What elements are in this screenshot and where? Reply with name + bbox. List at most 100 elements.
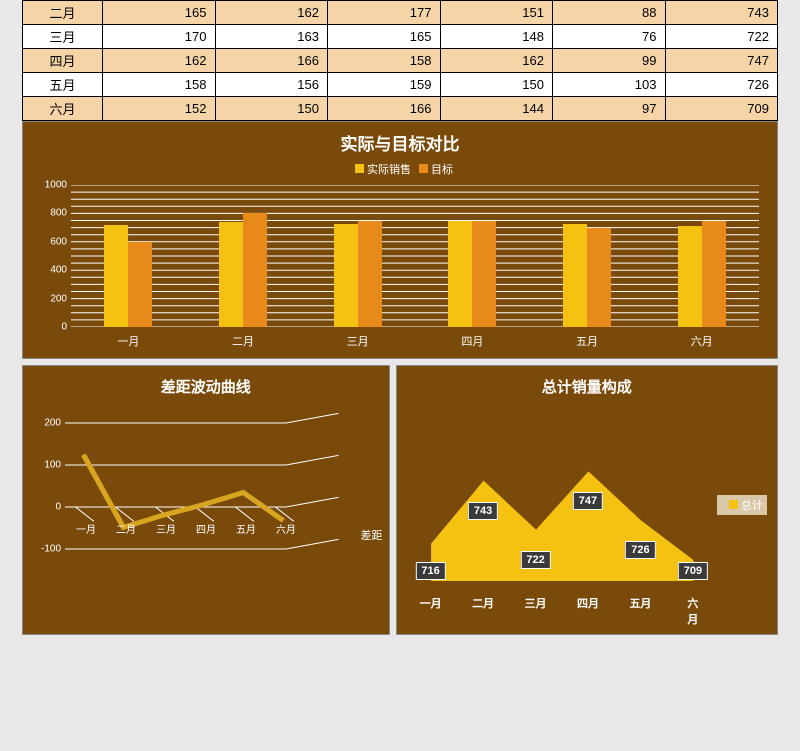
cell: 166 <box>328 97 441 121</box>
x-tick-label: 五月 <box>629 595 651 611</box>
line-svg <box>65 413 339 593</box>
bar-groups <box>71 185 759 327</box>
y-tick-label: 100 <box>44 460 65 471</box>
cell: 170 <box>103 25 216 49</box>
legend-swatch <box>419 164 428 173</box>
y-tick-label: -100 <box>41 544 65 555</box>
bar-chart-plot: 02004006008001000 <box>71 185 759 327</box>
cell: 163 <box>215 25 328 49</box>
y-tick-label: 200 <box>44 417 65 428</box>
bar-xaxis: 一月二月三月四月五月六月 <box>71 327 759 349</box>
bar-group <box>530 185 645 327</box>
area-chart: 总计销量构成 716743722747726709 一月二月三月四月五月六月 总… <box>396 365 778 635</box>
bar-chart-legend: 实际销售 目标 <box>41 161 759 177</box>
y-tick-label: 1000 <box>45 180 71 191</box>
y-tick-label: 400 <box>50 265 71 276</box>
cell: 99 <box>553 49 666 73</box>
cell: 165 <box>103 1 216 25</box>
cell: 177 <box>328 1 441 25</box>
row-label: 三月 <box>23 25 103 49</box>
x-tick-label: 五月 <box>236 521 256 536</box>
legend-label: 目标 <box>431 164 453 176</box>
x-tick-label: 四月 <box>415 333 530 349</box>
x-tick-label: 六月 <box>276 521 296 536</box>
x-tick-label: 六月 <box>644 333 759 349</box>
bar <box>448 221 472 327</box>
y-tick-label: 800 <box>50 208 71 219</box>
row-label: 四月 <box>23 49 103 73</box>
data-table: 二月16516217715188743三月17016316514876722四月… <box>22 0 778 121</box>
x-tick-label: 二月 <box>472 595 494 611</box>
cell: 97 <box>553 97 666 121</box>
cell: 162 <box>440 49 553 73</box>
table-row: 二月16516217715188743 <box>23 1 778 25</box>
x-tick-label: 三月 <box>300 333 415 349</box>
table-row: 四月16216615816299747 <box>23 49 778 73</box>
area-legend-label: 总计 <box>741 500 763 512</box>
cell: 158 <box>103 73 216 97</box>
legend-swatch <box>355 164 364 173</box>
cell: 743 <box>665 1 778 25</box>
cell: 148 <box>440 25 553 49</box>
cell: 709 <box>665 97 778 121</box>
x-tick-label: 三月 <box>525 595 547 611</box>
area-chart-title: 总计销量构成 <box>411 376 763 397</box>
area-chart-legend: 总计 <box>717 495 767 515</box>
y-tick-label: 600 <box>50 236 71 247</box>
data-label: 726 <box>625 541 655 559</box>
area-chart-plot: 716743722747726709 <box>421 409 703 589</box>
cell: 152 <box>103 97 216 121</box>
x-tick-label: 一月 <box>76 521 96 536</box>
bar-chart-title: 实际与目标对比 <box>41 130 759 155</box>
y-tick-label: 200 <box>50 293 71 304</box>
table-row: 六月15215016614497709 <box>23 97 778 121</box>
bar <box>702 221 726 328</box>
cell: 747 <box>665 49 778 73</box>
line-chart-title: 差距波动曲线 <box>37 376 375 397</box>
bar-group <box>644 185 759 327</box>
bar <box>587 228 611 327</box>
bar-group <box>71 185 186 327</box>
line-series <box>83 455 283 528</box>
row-label: 二月 <box>23 1 103 25</box>
x-tick-label: 五月 <box>530 333 645 349</box>
bar <box>128 242 152 327</box>
x-tick-label: 四月 <box>196 521 216 536</box>
cell: 151 <box>440 1 553 25</box>
line-chart-plot: -1000100200一月二月三月四月五月六月 <box>65 413 339 593</box>
cell: 726 <box>665 73 778 97</box>
cell: 158 <box>328 49 441 73</box>
cell: 144 <box>440 97 553 121</box>
x-tick-label: 六月 <box>687 595 698 627</box>
area-svg <box>421 409 703 589</box>
bar <box>219 222 243 328</box>
y-tick-label: 0 <box>61 322 71 333</box>
data-label: 743 <box>468 502 498 520</box>
cell: 166 <box>215 49 328 73</box>
bar-group <box>300 185 415 327</box>
table-row: 三月17016316514876722 <box>23 25 778 49</box>
bar-group <box>415 185 530 327</box>
bar <box>358 221 382 328</box>
table-row: 五月158156159150103726 <box>23 73 778 97</box>
legend-label: 实际销售 <box>367 164 411 176</box>
y-tick-label: 0 <box>55 502 65 513</box>
cell: 150 <box>440 73 553 97</box>
bar <box>472 221 496 328</box>
data-label: 716 <box>415 562 445 580</box>
row-label: 六月 <box>23 97 103 121</box>
area-xaxis: 一月二月三月四月五月六月 <box>421 595 703 615</box>
line-chart: 差距波动曲线 -1000100200一月二月三月四月五月六月 差距 <box>22 365 390 635</box>
bar <box>334 224 358 327</box>
cell: 165 <box>328 25 441 49</box>
x-tick-label: 一月 <box>420 595 442 611</box>
x-tick-label: 二月 <box>116 521 136 536</box>
line-chart-legend: 差距 <box>361 527 383 543</box>
row-label: 五月 <box>23 73 103 97</box>
cell: 162 <box>103 49 216 73</box>
bar-chart: 实际与目标对比 实际销售目标 02004006008001000 一月二月三月四… <box>22 121 778 359</box>
area-series <box>431 471 693 581</box>
data-label: 709 <box>678 562 708 580</box>
x-tick-label: 二月 <box>186 333 301 349</box>
x-tick-label: 一月 <box>71 333 186 349</box>
